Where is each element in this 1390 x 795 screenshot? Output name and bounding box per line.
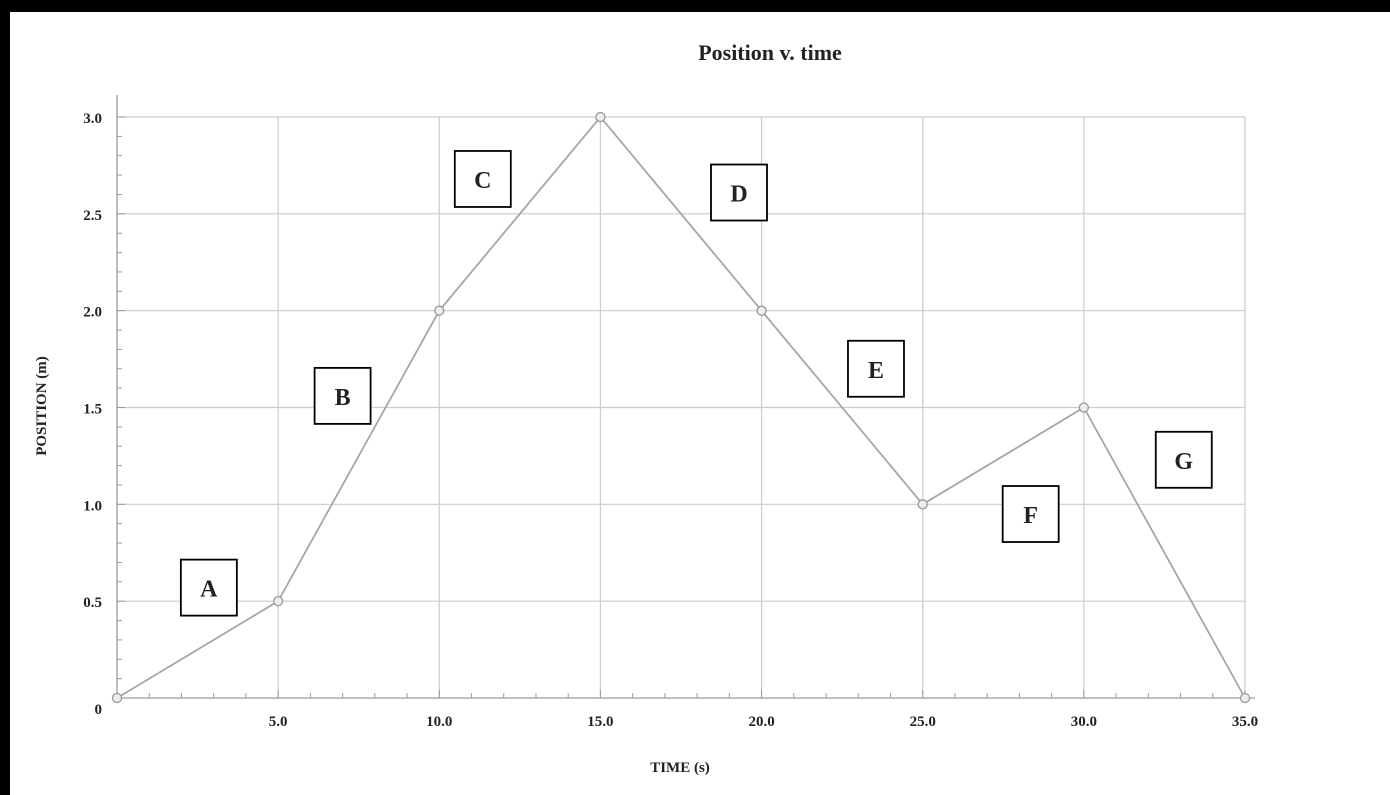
x-tick-label: 30.0 [1071, 714, 1097, 730]
segment-label-b: B [313, 366, 372, 425]
segment-label-f: F [1001, 485, 1060, 543]
axes: 5.0 10.0 15.0 20.0 25.0 30.0 35.0 0 0.5 1.0 1.5 2.0… [83, 95, 1258, 730]
y-tick-label: 0 [95, 702, 103, 718]
y-tick-label: 0.5 [83, 595, 102, 611]
segment-label-d: D [710, 163, 768, 222]
x-tick-label: 25.0 [910, 714, 936, 730]
chart-title: Position v. time [698, 40, 842, 65]
segment-label-box [1154, 430, 1213, 489]
data-point [272, 596, 284, 607]
y-axis-label: POSITION (m) [34, 356, 50, 456]
series-line [116, 115, 1246, 699]
segment-label-box [1001, 485, 1060, 543]
segment-label-box [710, 163, 768, 222]
x-axis-label: TIME (s) [650, 760, 710, 776]
segment-label-text: B [335, 385, 351, 411]
segment-labels: A B C D E F G [179, 150, 1213, 617]
segment-label-c: C [453, 150, 512, 208]
segment-label-text: G [1174, 449, 1193, 475]
segment-label-text: E [868, 358, 884, 384]
segment-label-box [847, 339, 905, 398]
series [111, 111, 1251, 704]
data-point [1239, 692, 1251, 704]
y-tick-label: 1.5 [83, 402, 102, 418]
x-tick-label: 5.0 [269, 714, 288, 730]
data-point [111, 692, 123, 704]
data-point [917, 499, 928, 510]
segment-label-text: D [730, 182, 747, 208]
segment-label-text: C [474, 168, 491, 194]
data-point [434, 305, 445, 316]
position-time-chart: Position v. time 5.0 10.0 15.0 20.0 25.0 30.0… [34, 40, 1258, 776]
segment-label-a: A [179, 558, 238, 617]
y-tick-label: 2.0 [83, 305, 102, 321]
data-point [1078, 402, 1090, 413]
x-tick-label: 35.0 [1232, 714, 1258, 730]
segment-label-box [179, 558, 238, 617]
y-tick-label: 2.5 [83, 208, 102, 224]
y-tick-label: 3.0 [83, 111, 102, 127]
segment-label-box [313, 366, 372, 425]
y-tick-label: 1.0 [83, 498, 102, 514]
segment-label-e: E [847, 339, 905, 398]
segment-label-text: A [200, 577, 218, 603]
x-tick-label: 20.0 [748, 714, 774, 730]
data-point [756, 305, 767, 316]
x-tick-label: 15.0 [587, 714, 613, 730]
segment-label-g: G [1154, 430, 1213, 489]
segment-label-box [453, 150, 512, 208]
grid [117, 116, 1246, 698]
x-tick-label: 10.0 [426, 714, 452, 730]
segment-label-text: F [1023, 503, 1038, 529]
data-point [595, 111, 606, 123]
